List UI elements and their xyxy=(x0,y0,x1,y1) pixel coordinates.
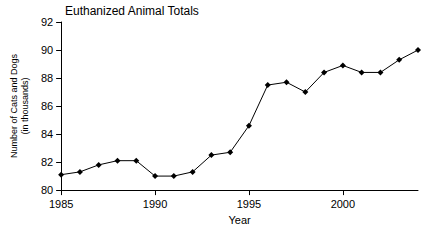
svg-text:92: 92 xyxy=(41,16,53,28)
svg-text:88: 88 xyxy=(41,72,53,84)
svg-text:Euthanized Animal Totals: Euthanized Animal Totals xyxy=(65,4,199,18)
svg-text:84: 84 xyxy=(41,128,53,140)
svg-text:Number of Cats and Dogs: Number of Cats and Dogs xyxy=(9,54,19,159)
svg-text:(in thousands): (in thousands) xyxy=(20,78,30,135)
svg-text:82: 82 xyxy=(41,156,53,168)
svg-text:1985: 1985 xyxy=(49,198,73,210)
svg-text:80: 80 xyxy=(41,184,53,196)
svg-text:86: 86 xyxy=(41,100,53,112)
svg-text:2000: 2000 xyxy=(331,198,355,210)
svg-text:90: 90 xyxy=(41,44,53,56)
svg-text:1995: 1995 xyxy=(237,198,261,210)
svg-text:Year: Year xyxy=(228,214,251,226)
svg-text:1990: 1990 xyxy=(143,198,167,210)
